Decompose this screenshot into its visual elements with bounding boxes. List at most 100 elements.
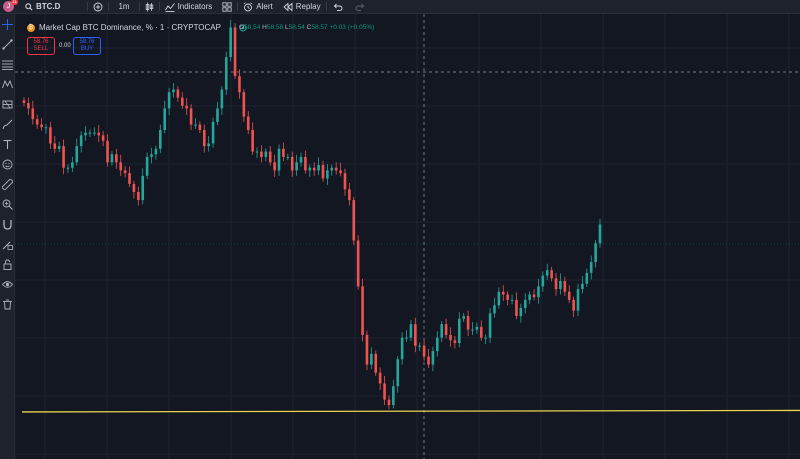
candle-body — [106, 140, 109, 163]
interval-button[interactable]: 1m — [109, 0, 138, 13]
redo-button[interactable] — [349, 0, 371, 13]
candle-body — [550, 270, 553, 279]
alert-button[interactable]: Alert — [238, 0, 277, 13]
buy-button[interactable]: 58.76 BUY — [73, 37, 101, 55]
candle-body — [312, 167, 316, 171]
candle-body — [172, 89, 175, 93]
series-title[interactable]: Market Cap BTC Dominance, % · 1 · CRYPTO… — [39, 23, 221, 32]
candle-body — [57, 146, 61, 149]
compare-symbol-button[interactable] — [88, 0, 108, 13]
candle-body — [290, 156, 294, 171]
undo-button[interactable] — [327, 0, 349, 13]
candle-body — [137, 192, 140, 201]
candle-body — [523, 299, 527, 308]
candle-body — [493, 305, 496, 314]
candle-body — [246, 116, 250, 130]
candle-body — [479, 326, 483, 338]
layout-button[interactable] — [217, 0, 237, 13]
candle-body — [273, 162, 276, 171]
candle-body — [163, 108, 167, 130]
candle-body — [572, 299, 575, 311]
symbol-search[interactable]: BTC.D — [20, 0, 65, 13]
support-level-line[interactable] — [21, 409, 800, 413]
candle-body — [128, 173, 131, 184]
candle-body — [497, 291, 501, 306]
replay-button[interactable]: Replay — [278, 0, 326, 13]
candle-body — [537, 286, 540, 298]
symbol-name: BTC.D — [36, 2, 61, 11]
candle-body — [145, 156, 149, 176]
candle-body — [506, 294, 509, 300]
emoji-tool[interactable] — [0, 154, 14, 174]
low-value: 58.54 — [288, 24, 305, 31]
text-tool[interactable] — [0, 134, 14, 154]
brush-tool[interactable] — [0, 114, 14, 134]
candle-body — [559, 281, 562, 290]
toolbar-divider — [87, 2, 89, 11]
candle-body — [189, 108, 193, 125]
candle-body — [282, 148, 285, 157]
sell-label: SELL — [33, 46, 49, 52]
bitcoin-icon: ₿ — [27, 23, 35, 32]
candle-body — [251, 129, 254, 152]
stay-in-drawing-mode-tool[interactable] — [0, 234, 14, 254]
zoom-icon — [2, 199, 13, 210]
zoom-tool[interactable] — [0, 194, 14, 214]
brush-icon — [2, 119, 12, 129]
candle-body — [532, 294, 536, 298]
candle-body — [392, 386, 395, 406]
candle-body — [88, 132, 92, 134]
candle-body — [216, 108, 219, 122]
sell-button[interactable]: 58.76 SELL — [27, 37, 55, 55]
candle-body — [414, 324, 417, 346]
chart-type-button[interactable] — [140, 0, 159, 13]
search-icon — [25, 2, 33, 11]
crosshair-icon — [1, 18, 13, 30]
forecast-tool[interactable] — [0, 94, 14, 114]
candle-body — [515, 299, 518, 317]
candle-body — [343, 173, 347, 190]
candle-body — [501, 291, 505, 295]
user-avatar[interactable]: J 11 — [3, 0, 18, 12]
fib-retracement-tool[interactable] — [0, 54, 14, 74]
candle-body — [541, 275, 545, 287]
candle-body — [567, 291, 571, 300]
lock-all-drawings-tool[interactable] — [0, 254, 14, 274]
candle-body — [334, 167, 338, 171]
candle-body — [53, 143, 57, 149]
remove-drawings-tool[interactable] — [0, 294, 14, 314]
close-key: C — [306, 24, 312, 31]
candle-body — [211, 121, 215, 144]
candle-body — [383, 383, 386, 400]
ruler-tool[interactable] — [0, 174, 14, 194]
magnet-tool[interactable] — [0, 214, 14, 234]
chart-legend: ₿ Market Cap BTC Dominance, % · 1 · CRYP… — [27, 23, 374, 32]
candle-body — [576, 289, 580, 311]
low-key: L — [284, 24, 289, 31]
candle-body — [598, 224, 602, 244]
fib-retracement-icon — [1, 60, 13, 70]
candle-body — [180, 97, 184, 106]
candle-body — [444, 324, 448, 335]
magnet-icon — [2, 219, 12, 230]
candle-body — [185, 105, 188, 109]
candle-body — [308, 167, 312, 171]
replay-icon — [283, 2, 293, 11]
candle-body — [405, 337, 408, 339]
crosshair-tool[interactable] — [0, 14, 14, 34]
pattern-tool[interactable] — [0, 74, 14, 94]
candle-body — [585, 272, 589, 284]
candle-body — [563, 281, 567, 292]
indicators-button[interactable]: Indicators — [160, 0, 218, 13]
high-key: H — [262, 24, 267, 31]
candle-body — [101, 135, 105, 141]
trend-line-tool[interactable] — [0, 34, 14, 54]
hide-drawings-tool[interactable] — [0, 274, 14, 294]
candle-body — [110, 154, 114, 163]
candle-body — [150, 154, 153, 157]
redo-icon — [355, 3, 364, 11]
candle-body — [224, 57, 228, 90]
candle-body — [545, 270, 549, 276]
replay-point-marker[interactable] — [239, 24, 247, 32]
